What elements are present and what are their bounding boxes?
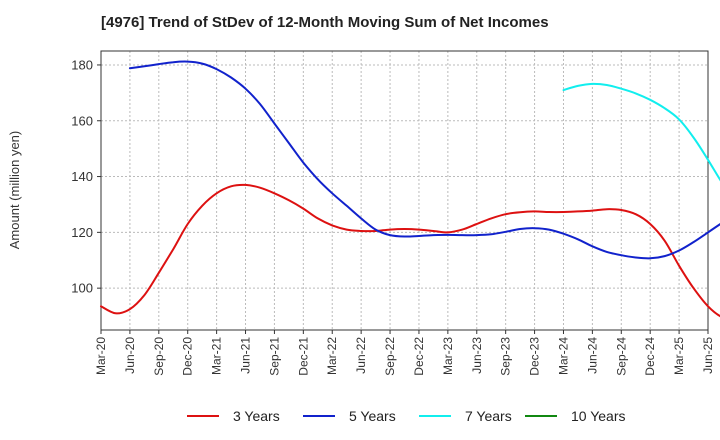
x-tick-label: Mar-21 <box>210 337 224 375</box>
x-tick-label: Mar-20 <box>94 337 108 375</box>
legend: 3 Years 5 Years 7 Years 10 Years <box>0 404 720 428</box>
grid-lines <box>101 51 708 330</box>
x-tick-label: Sep-22 <box>383 337 397 376</box>
chart-title: [4976] Trend of StDev of 12-Month Moving… <box>101 14 549 31</box>
x-tick-label: Jun-24 <box>585 337 599 374</box>
legend-swatch <box>187 415 219 417</box>
x-tick-label: Jun-22 <box>354 337 368 374</box>
y-tick-label: 160 <box>71 113 93 128</box>
y-tick-label: 140 <box>71 169 93 184</box>
series-line-7-years <box>562 82 720 182</box>
x-tick-label: Dec-20 <box>181 337 195 376</box>
legend-label: 5 Years <box>349 408 396 424</box>
legend-swatch <box>419 415 451 417</box>
plot-area-frame <box>100 50 709 331</box>
y-tick-label: 100 <box>71 281 93 296</box>
x-tick-label: Jun-20 <box>123 337 137 374</box>
legend-item-5-years: 5 Years <box>303 404 396 428</box>
x-tick-label: Sep-20 <box>152 337 166 376</box>
x-tick-label: Jun-25 <box>701 337 715 374</box>
x-tick-label: Jun-21 <box>239 337 253 374</box>
series-line-3-years <box>100 183 720 318</box>
line-chart: 100 120 140 160 180 Mar-20 Jun-20 Sep-20 Dec-20… <box>7 50 720 376</box>
y-axis-label: Amount (million yen) <box>7 131 22 250</box>
x-tick-label: Dec-22 <box>412 337 426 376</box>
legend-label: 10 Years <box>571 408 626 424</box>
x-tick-label: Mar-23 <box>441 337 455 375</box>
legend-label: 3 Years <box>233 408 280 424</box>
x-tick-label: Dec-23 <box>528 337 542 376</box>
series-line-5-years <box>128 60 720 260</box>
legend-label: 7 Years <box>465 408 512 424</box>
y-tick-label: 120 <box>71 225 93 240</box>
x-tick-label: Mar-24 <box>556 337 570 375</box>
legend-item-3-years: 3 Years <box>187 404 280 428</box>
y-axis-ticks: 100 120 140 160 180 <box>71 57 101 296</box>
series-layer <box>100 60 720 318</box>
legend-swatch <box>525 415 557 417</box>
x-tick-label: Sep-24 <box>614 337 628 376</box>
x-tick-label: Mar-25 <box>672 337 686 375</box>
x-tick-label: Dec-24 <box>643 337 657 376</box>
x-tick-label: Mar-22 <box>325 337 339 375</box>
x-tick-label: Dec-21 <box>296 337 310 376</box>
x-tick-label: Sep-21 <box>267 337 281 376</box>
legend-item-10-years: 10 Years <box>525 404 626 428</box>
x-tick-label: Jun-23 <box>470 337 484 374</box>
x-axis-ticks: Mar-20 Jun-20 Sep-20 Dec-20 Mar-21 Jun-21 Sep-… <box>94 330 715 376</box>
y-tick-label: 180 <box>71 57 93 72</box>
legend-item-7-years: 7 Years <box>419 404 512 428</box>
legend-swatch <box>303 415 335 417</box>
x-tick-label: Sep-23 <box>499 337 513 376</box>
